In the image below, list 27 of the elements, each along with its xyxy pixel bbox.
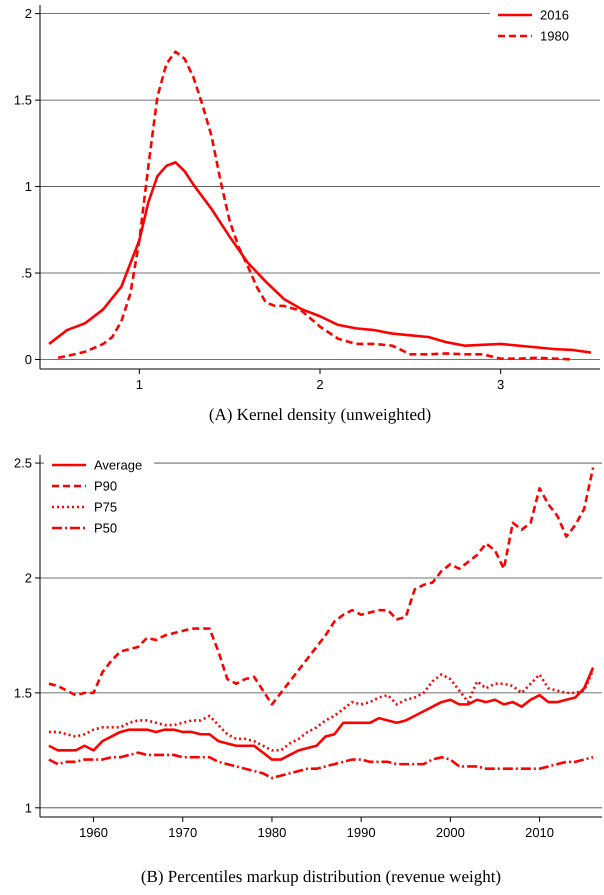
x-tick-label: 1990	[346, 825, 376, 840]
y-tick-label: 1.5	[14, 92, 32, 108]
y-tick-label: 2	[24, 6, 32, 22]
text: (A) Kernel density (unweighted)	[208, 405, 432, 424]
x-tick-label: 1960	[79, 825, 108, 840]
y-tick-label: 1.5	[14, 685, 32, 700]
legend-label: P75	[94, 500, 118, 515]
legend-label: 1980	[540, 28, 569, 44]
y-tick-label: 2	[24, 570, 32, 586]
x-tick-label: 1980	[257, 825, 286, 840]
y-tick-label: 1	[24, 800, 32, 816]
y-tick-label: 0	[24, 352, 32, 368]
x-tick-label: 2	[316, 377, 324, 392]
x-tick-label: 3	[497, 377, 504, 392]
legend-label: P50	[94, 520, 118, 536]
legend-label: Average	[94, 458, 142, 473]
x-tick-label: 1970	[168, 825, 198, 840]
y-tick-label: 1	[24, 179, 32, 194]
y-tick-label: .5	[21, 266, 32, 281]
legend-label: 2016	[540, 8, 569, 23]
x-tick-label: 1	[136, 377, 143, 392]
text: (B) Percentiles markup distribution (revenue weight)	[140, 867, 502, 886]
x-tick-label: 2010	[525, 825, 554, 840]
line-series	[48, 751, 594, 780]
y-tick-label: 2.5	[14, 456, 32, 471]
legend-label: P90	[94, 478, 118, 494]
x-tick-label: 2000	[436, 825, 465, 840]
